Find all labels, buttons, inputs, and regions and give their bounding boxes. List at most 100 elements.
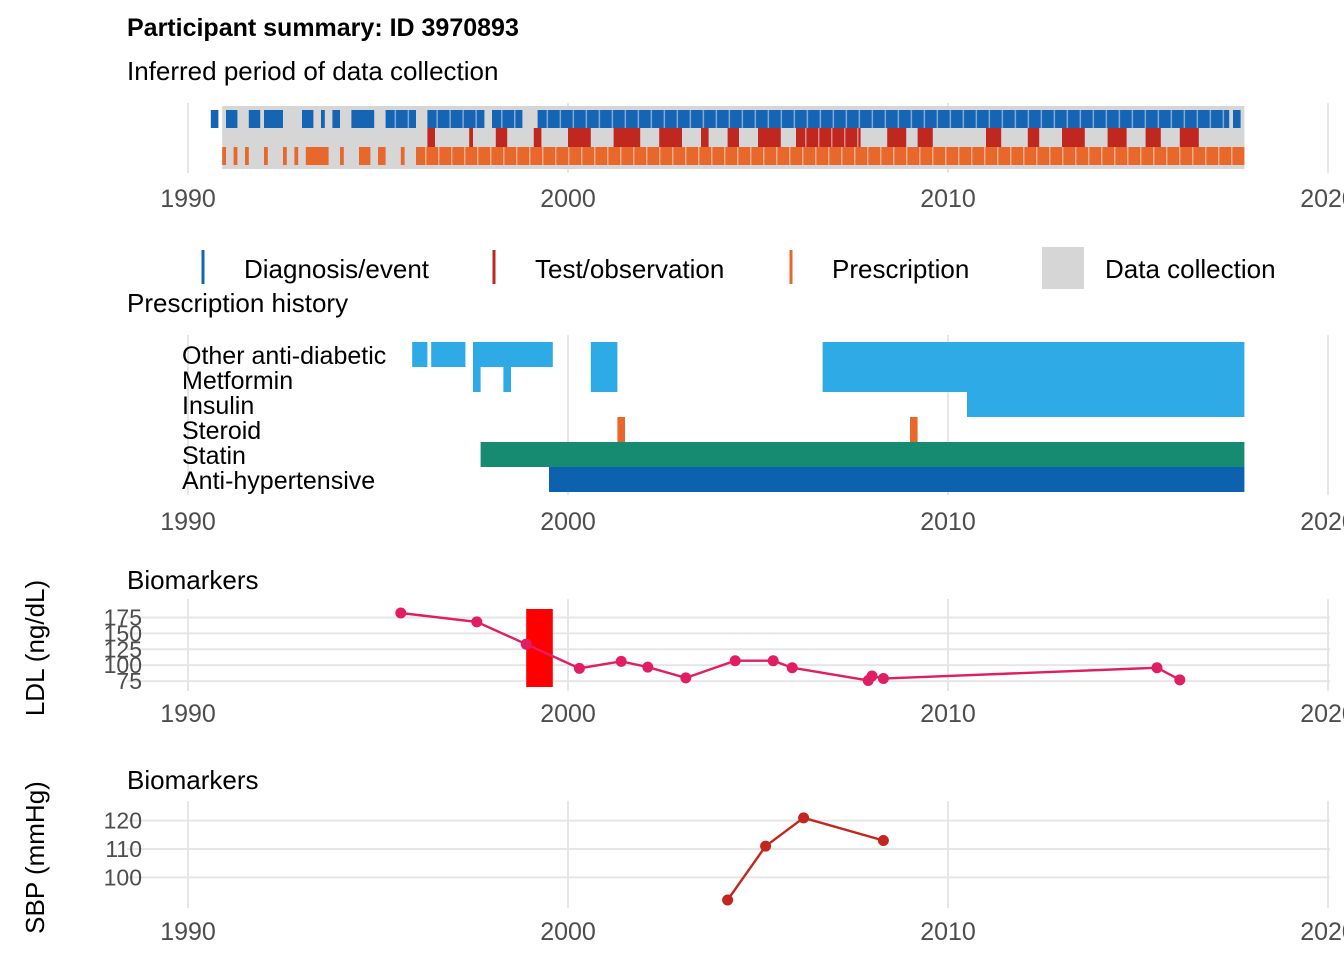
- timeline-subtitle: Inferred period of data collection: [127, 56, 498, 86]
- prescription-event-mark-gap: [555, 147, 557, 165]
- diagnosis-event-mark: [351, 110, 375, 128]
- prescription-event-mark: [305, 147, 329, 165]
- prescription-event-mark-gap: [828, 147, 830, 165]
- prescription-event-mark-gap: [568, 147, 570, 165]
- diagnosis-event-mark-gap: [949, 110, 952, 128]
- ldl-data-point: [767, 655, 779, 667]
- sbp-series-line: [726, 816, 884, 901]
- diagnosis-event-mark: [537, 110, 1230, 128]
- bar-steroid: [910, 417, 918, 442]
- prescription-event-mark: [359, 147, 371, 165]
- prescription-x-tick-label: 1990: [160, 508, 216, 536]
- diagnosis-event-mark: [385, 110, 416, 128]
- diagnosis-event-mark-gap: [819, 110, 822, 128]
- test-observation-mark-gap: [844, 128, 846, 147]
- diagnosis-event-mark-gap: [884, 110, 887, 128]
- prescription-event-mark-gap: [776, 147, 778, 165]
- test-observation-mark: [758, 128, 781, 147]
- diagnosis-event-mark-gap: [1079, 110, 1082, 128]
- ldl-data-point: [1174, 674, 1186, 686]
- prescription-event-mark-gap: [1192, 147, 1194, 165]
- bar-metformin: [473, 367, 481, 392]
- prescription-event-mark-gap: [802, 147, 804, 165]
- prescription-event-mark-gap: [984, 147, 986, 165]
- diagnosis-event-mark-gap: [728, 110, 731, 128]
- diagnosis-event-mark-gap: [871, 110, 874, 128]
- ldl-data-point: [520, 638, 532, 650]
- test-observation-mark: [986, 128, 1002, 147]
- diagnosis-event-mark-gap: [449, 110, 451, 128]
- sbp-x-tick-label: 2000: [540, 918, 596, 946]
- diagnosis-event-mark-gap: [689, 110, 692, 128]
- sbp-y-axis-label: SBP (mmHg): [20, 781, 50, 934]
- prescription-event-mark-gap: [464, 147, 466, 165]
- diagnosis-event-mark-gap: [1170, 110, 1173, 128]
- diagnosis-event-mark-gap: [1222, 110, 1225, 128]
- diagnosis-event-mark-gap: [585, 110, 588, 128]
- prescription-event-mark-gap: [1049, 147, 1051, 165]
- prescription-event-mark-gap: [1062, 147, 1064, 165]
- diagnosis-event-mark-gap: [407, 110, 410, 128]
- prescription-event-mark-gap: [646, 147, 648, 165]
- diagnosis-event-mark-gap: [559, 110, 562, 128]
- legend-data-collection-key: [1042, 247, 1084, 289]
- prescription-x-tick-label: 2020: [1300, 508, 1344, 536]
- ldl-y-tick-label: 125: [104, 636, 142, 662]
- prescription-event-mark-gap: [581, 147, 583, 165]
- diagnosis-event-mark-gap: [1196, 110, 1199, 128]
- prescription-event-mark: [340, 147, 344, 165]
- diagnosis-event-mark-gap: [1144, 110, 1147, 128]
- prescription-event-mark-gap: [672, 147, 674, 165]
- diagnosis-event-mark-gap: [572, 110, 575, 128]
- ldl-data-point: [680, 672, 692, 684]
- test-observation-mark: [727, 128, 739, 147]
- test-observation-mark-gap: [857, 128, 859, 147]
- test-observation-mark: [613, 128, 641, 147]
- sbp-y-tick-label: 120: [104, 808, 142, 834]
- prescription-x-tick-label: 2000: [540, 508, 596, 536]
- prescription-event-mark: [378, 147, 386, 165]
- diagnosis-event-mark-gap: [475, 110, 477, 128]
- diagnosis-event-mark-gap: [663, 110, 666, 128]
- bar-metformin: [822, 367, 1245, 392]
- ldl-x-tick-label: 2010: [920, 700, 976, 728]
- diagnosis-event-mark-gap: [1027, 110, 1030, 128]
- ldl-data-point: [1151, 662, 1163, 674]
- test-observation-mark-gap: [805, 128, 807, 147]
- sbp-x-tick-label: 2010: [920, 918, 976, 946]
- diagnosis-event-mark-gap: [624, 110, 627, 128]
- prescription-event-mark-gap: [607, 147, 609, 165]
- timeline-x-tick-label: 2020: [1300, 185, 1344, 213]
- test-observation-mark: [796, 128, 861, 147]
- test-observation-mark: [1107, 128, 1127, 147]
- diagnosis-event-mark: [492, 110, 523, 128]
- ldl-data-point: [729, 655, 741, 667]
- prescription-event-mark-gap: [451, 147, 453, 165]
- prescription-event-mark-gap: [750, 147, 752, 165]
- prescription-event-mark-gap: [529, 147, 531, 165]
- timeline-x-tick-label: 2000: [540, 185, 596, 213]
- prescription-event-mark-gap: [893, 147, 895, 165]
- ldl-y-tick-label: 100: [104, 652, 142, 678]
- test-observation-mark: [469, 128, 473, 147]
- diagnosis-event-mark-gap: [962, 110, 965, 128]
- test-observation-mark-gap: [818, 128, 820, 147]
- diagnosis-event-mark-gap: [936, 110, 939, 128]
- diagnosis-event-mark-gap: [923, 110, 926, 128]
- diagnosis-event-mark-gap: [598, 110, 601, 128]
- diagnosis-event-mark-gap: [1040, 110, 1043, 128]
- prescription-event-mark-gap: [737, 147, 739, 165]
- bar-anti-hypertensive: [549, 467, 1245, 492]
- diagnosis-event-mark-gap: [806, 110, 809, 128]
- prescription-event-mark-gap: [633, 147, 635, 165]
- ldl-y-axis-label: LDL (ng/dL): [20, 580, 50, 716]
- ldl-y-tick-label: 175: [104, 604, 142, 630]
- prescription-event-mark-gap: [516, 147, 518, 165]
- bar-other-anti-diabetic: [822, 342, 1245, 367]
- category-label: Anti-hypertensive: [182, 467, 375, 495]
- bar-other-anti-diabetic: [590, 342, 618, 367]
- sbp-panel-title: Biomarkers: [127, 765, 258, 795]
- prescription-event-mark-gap: [1140, 147, 1142, 165]
